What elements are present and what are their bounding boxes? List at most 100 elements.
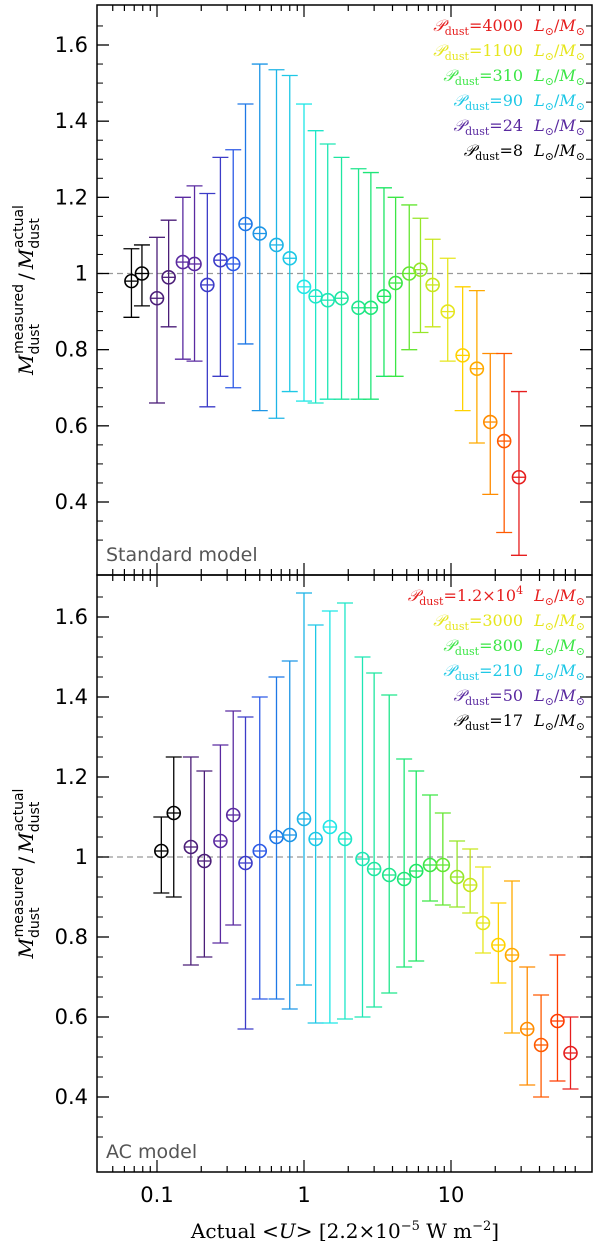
data-point: [269, 237, 284, 253]
panel-label: Standard model: [106, 544, 258, 566]
legend-unit-sun: ⊙: [545, 670, 554, 683]
legend-eq: =: [479, 661, 492, 680]
x-title-part: ]: [491, 1219, 499, 1243]
y-title-symbol: M: [14, 248, 38, 270]
data-point: [366, 861, 382, 877]
data-point: [469, 361, 485, 377]
data-point: [408, 863, 424, 879]
legend-unit: L: [533, 686, 545, 705]
legend-eq: =: [443, 586, 456, 605]
legend-unit-sun: ⊙: [545, 595, 554, 608]
data-point: [282, 250, 298, 266]
legend-unit-slash: /: [554, 141, 560, 160]
y-tick-label: 1: [75, 845, 88, 869]
data-point: [425, 277, 440, 293]
y-tick-label: 0.6: [55, 1005, 88, 1029]
legend-value: 1.2×10: [457, 586, 516, 605]
y-title-slash: /: [14, 856, 38, 863]
legend-unit-sun: ⊙: [545, 720, 554, 733]
x-title-part: <U>: [262, 1219, 312, 1243]
legend-unit: M: [558, 636, 576, 655]
legend-spacer: [523, 586, 528, 605]
legend-spacer: [523, 91, 528, 110]
data-point: [282, 827, 298, 843]
y-title-sub: dust: [27, 801, 43, 832]
legend-entry: 𝒫dust=210 L⊙/M⊙: [443, 661, 585, 683]
legend-unit: L: [533, 661, 545, 680]
legend-value: 800: [493, 636, 524, 655]
legend-value: 310: [493, 66, 524, 85]
legend-unit-slash: /: [554, 16, 560, 35]
y-title-sup: measured: [11, 867, 27, 937]
legend-eq: =: [489, 686, 502, 705]
legend-entry: 𝒫dust=1.2×104 L⊙/M⊙: [408, 584, 585, 608]
legend-unit-sun: ⊙: [545, 50, 554, 63]
legend-entry: 𝒫dust=1100 L⊙/M⊙: [433, 41, 585, 63]
y-tick-label: 1.4: [55, 685, 88, 709]
legend-entry: 𝒫dust=4000 L⊙/M⊙: [433, 16, 585, 38]
legend-value: 24: [503, 116, 523, 135]
legend-unit-sun: ⊙: [576, 695, 585, 708]
x-title-part: [2.2×10: [313, 1219, 401, 1243]
data-point: [511, 469, 527, 485]
legend-unit: M: [558, 116, 576, 135]
data-point: [252, 843, 268, 859]
legend-eq: =: [489, 711, 502, 730]
data-point: [334, 290, 349, 306]
data-point: [504, 947, 520, 963]
x-title-part: −2: [472, 1219, 491, 1234]
legend-unit: L: [533, 16, 545, 35]
legend-unit-slash: /: [554, 711, 560, 730]
legend-spacer: [523, 686, 528, 705]
data-point: [183, 839, 199, 855]
data-point: [376, 289, 392, 304]
legend-sub: dust: [465, 695, 490, 708]
legend-value: 3000: [482, 611, 523, 630]
legend-unit: M: [558, 141, 576, 160]
legend-unit: M: [558, 41, 576, 60]
legend-spacer: [523, 116, 528, 135]
data-point: [296, 279, 312, 295]
legend-unit: M: [558, 711, 576, 730]
data-point: [440, 304, 456, 319]
legend-unit-slash: /: [554, 686, 560, 705]
legend-unit-sun: ⊙: [545, 150, 554, 163]
legend-unit-slash: /: [554, 41, 560, 60]
legend-sup: 4: [516, 584, 523, 597]
y-axis-title: Mdustmeasured/Mdustactual: [11, 205, 43, 376]
legend-eq: =: [479, 66, 492, 85]
legend-unit-slash: /: [554, 661, 560, 680]
data-point: [213, 833, 228, 849]
data-point: [491, 937, 506, 953]
legend-value: 8: [513, 141, 523, 160]
data-point: [455, 348, 470, 363]
data-point: [296, 811, 312, 827]
legend-unit-sun: ⊙: [576, 720, 585, 733]
legend-unit-slash: /: [554, 611, 560, 630]
legend-spacer: [523, 41, 528, 60]
data-point: [238, 216, 253, 232]
y-tick-label: 0.8: [55, 338, 88, 362]
x-title-part: Actual: [190, 1219, 262, 1243]
legend-spacer: [523, 711, 528, 730]
legend-unit-sun: ⊙: [576, 125, 585, 138]
x-title-part: −5: [401, 1219, 420, 1234]
data-point: [381, 867, 397, 883]
legend-unit: L: [533, 711, 545, 730]
legend-unit: L: [533, 586, 545, 605]
legend-entry: 𝒫dust=800 L⊙/M⊙: [443, 636, 585, 658]
legend-sub: dust: [475, 150, 500, 163]
y-title-sub: dust: [27, 218, 43, 249]
data-point: [320, 292, 336, 308]
data-point: [175, 254, 191, 270]
legend-unit-sun: ⊙: [545, 645, 554, 658]
data-point: [149, 290, 165, 306]
legend-unit: M: [558, 611, 576, 630]
legend-value: 17: [503, 711, 523, 730]
data-point: [213, 252, 228, 268]
legend-spacer: [523, 66, 528, 85]
panel-label: AC model: [106, 1141, 197, 1163]
legend-unit-sun: ⊙: [545, 75, 554, 88]
x-tick-label: 10: [438, 1183, 465, 1207]
